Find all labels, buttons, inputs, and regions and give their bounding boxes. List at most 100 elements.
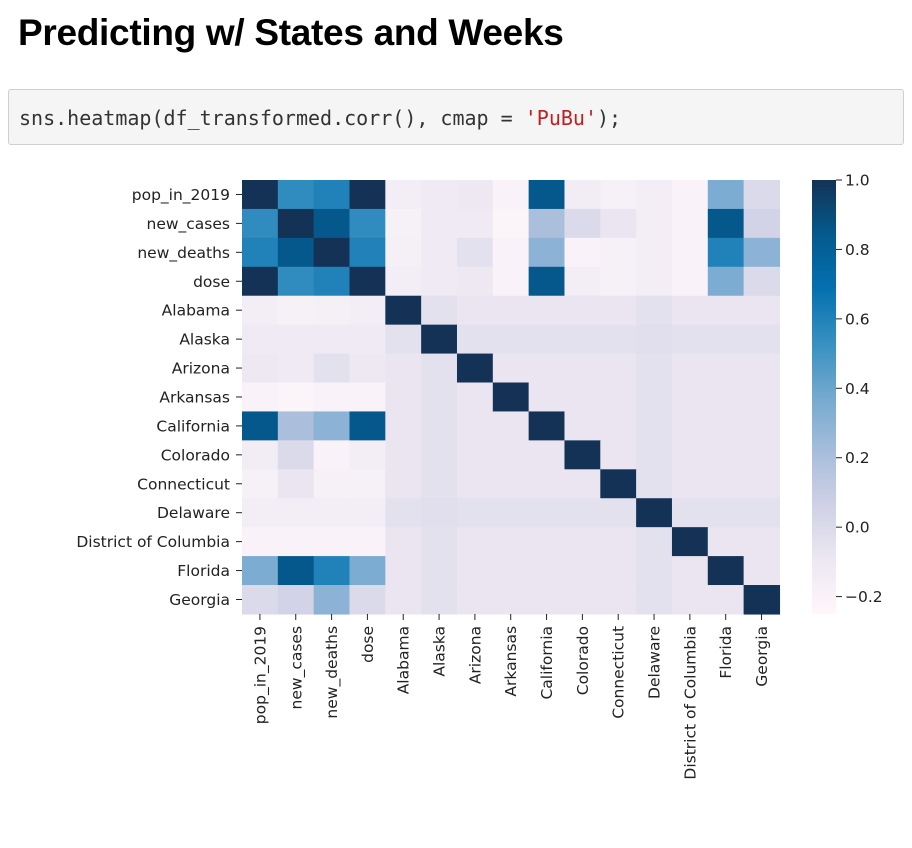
heatmap-cell bbox=[636, 295, 673, 326]
x-tick-label: dose bbox=[359, 626, 377, 663]
y-tick-label: Delaware bbox=[157, 504, 230, 522]
heatmap-cell bbox=[349, 180, 386, 210]
heatmap-cell bbox=[707, 440, 745, 470]
heatmap-cell bbox=[277, 498, 315, 528]
heatmap-cell bbox=[636, 411, 673, 441]
heatmap-cell bbox=[242, 295, 279, 326]
x-tick-label: new_cases bbox=[287, 626, 306, 710]
heatmap-cell bbox=[349, 382, 386, 413]
heatmap-cell bbox=[600, 266, 637, 297]
y-tick-label: new_deaths bbox=[137, 244, 230, 263]
heatmap-cell bbox=[277, 585, 315, 615]
heatmap-cell bbox=[277, 180, 315, 210]
heatmap-cell bbox=[564, 469, 601, 499]
heatmap-cell bbox=[456, 440, 494, 470]
heatmap-cell bbox=[492, 295, 530, 326]
heatmap-cell bbox=[277, 556, 315, 586]
heatmap-cell bbox=[636, 556, 673, 586]
heatmap-cell bbox=[600, 295, 637, 326]
heatmap-cell bbox=[421, 556, 458, 586]
heatmap-cell bbox=[636, 208, 673, 239]
heatmap-cell bbox=[456, 353, 494, 384]
y-tick-label: Connecticut bbox=[137, 475, 230, 493]
heatmap-cell bbox=[671, 382, 709, 413]
heatmap-cell bbox=[349, 411, 386, 441]
heatmap-cell bbox=[600, 180, 637, 210]
heatmap-cell bbox=[671, 180, 709, 210]
heatmap-cell bbox=[492, 527, 530, 557]
heatmap-cell bbox=[313, 585, 351, 615]
heatmap-cell bbox=[385, 440, 422, 470]
code-text-end: ); bbox=[596, 106, 622, 130]
heatmap-cell bbox=[707, 295, 745, 326]
x-tick-label: Delaware bbox=[646, 626, 664, 699]
heatmap-cell bbox=[492, 498, 530, 528]
heatmap-cell bbox=[456, 527, 494, 557]
heatmap-cell bbox=[385, 556, 422, 586]
correlation-heatmap: pop_in_2019new_casesnew_deathsdoseAlabam… bbox=[76, 172, 882, 780]
heatmap-cell bbox=[313, 498, 351, 528]
heatmap-cell bbox=[456, 556, 494, 586]
heatmap-cell bbox=[600, 353, 637, 384]
heatmap-cell bbox=[707, 382, 745, 413]
heatmap-cell bbox=[242, 556, 279, 586]
heatmap-cell bbox=[456, 585, 494, 615]
colorbar-tick-label: 0.2 bbox=[845, 449, 870, 467]
heatmap-cell bbox=[421, 208, 458, 239]
heatmap-cell bbox=[528, 180, 566, 210]
heatmap-cell bbox=[492, 237, 530, 268]
heatmap-cell bbox=[743, 237, 781, 268]
heatmap-cell bbox=[528, 527, 566, 557]
heatmap-cell bbox=[743, 324, 781, 355]
y-tick-label: Florida bbox=[177, 562, 230, 580]
heatmap-cell bbox=[385, 498, 422, 528]
heatmap-cell bbox=[277, 208, 315, 239]
x-tick-label: new_deaths bbox=[323, 626, 342, 719]
y-tick-label: new_cases bbox=[147, 215, 231, 234]
heatmap-cell bbox=[564, 353, 601, 384]
heatmap-cell bbox=[636, 382, 673, 413]
heatmap-cell bbox=[385, 382, 422, 413]
heatmap-cell bbox=[456, 180, 494, 210]
heatmap-cell bbox=[492, 180, 530, 210]
heatmap-cell bbox=[743, 440, 781, 470]
heatmap-cell bbox=[707, 469, 745, 499]
heatmap-cell bbox=[564, 295, 601, 326]
heatmap-cell bbox=[528, 382, 566, 413]
heatmap-cell bbox=[671, 266, 709, 297]
x-tick-label: Florida bbox=[717, 626, 735, 679]
y-tick-label: dose bbox=[193, 273, 230, 291]
heatmap-cell bbox=[242, 180, 279, 210]
heatmap-cell bbox=[528, 353, 566, 384]
y-tick-label: Alabama bbox=[162, 302, 230, 320]
heatmap-cell bbox=[564, 208, 601, 239]
heatmap-cell bbox=[385, 324, 422, 355]
heatmap-cell bbox=[456, 411, 494, 441]
heatmap-cell bbox=[600, 469, 637, 499]
heatmap-cell bbox=[600, 498, 637, 528]
heatmap-cell bbox=[349, 440, 386, 470]
heatmap-cell bbox=[385, 295, 422, 326]
y-tick-label: Alaska bbox=[179, 331, 230, 349]
x-tick-label: Alaska bbox=[431, 626, 449, 677]
heatmap-cell bbox=[421, 411, 458, 441]
heatmap-cell bbox=[528, 469, 566, 499]
heatmap-cell bbox=[564, 440, 601, 470]
y-tick-label: Colorado bbox=[161, 446, 230, 464]
heatmap-cell bbox=[456, 382, 494, 413]
heatmap-cell bbox=[707, 556, 745, 586]
heatmap-cell bbox=[242, 469, 279, 499]
heatmap-cell bbox=[349, 237, 386, 268]
heatmap-cell bbox=[349, 498, 386, 528]
heatmap-cell bbox=[492, 469, 530, 499]
heatmap-cell bbox=[636, 353, 673, 384]
y-tick-label: Arkansas bbox=[159, 388, 230, 406]
heatmap-cell bbox=[636, 585, 673, 615]
heatmap-cell bbox=[671, 324, 709, 355]
heatmap-cell bbox=[743, 382, 781, 413]
heatmap-cell bbox=[456, 324, 494, 355]
code-cell[interactable]: sns.heatmap(df_transformed.corr(), cmap … bbox=[8, 89, 904, 145]
heatmap-cell bbox=[277, 527, 315, 557]
heatmap-cell bbox=[600, 324, 637, 355]
page-title: Predicting w/ States and Weeks bbox=[18, 12, 564, 53]
